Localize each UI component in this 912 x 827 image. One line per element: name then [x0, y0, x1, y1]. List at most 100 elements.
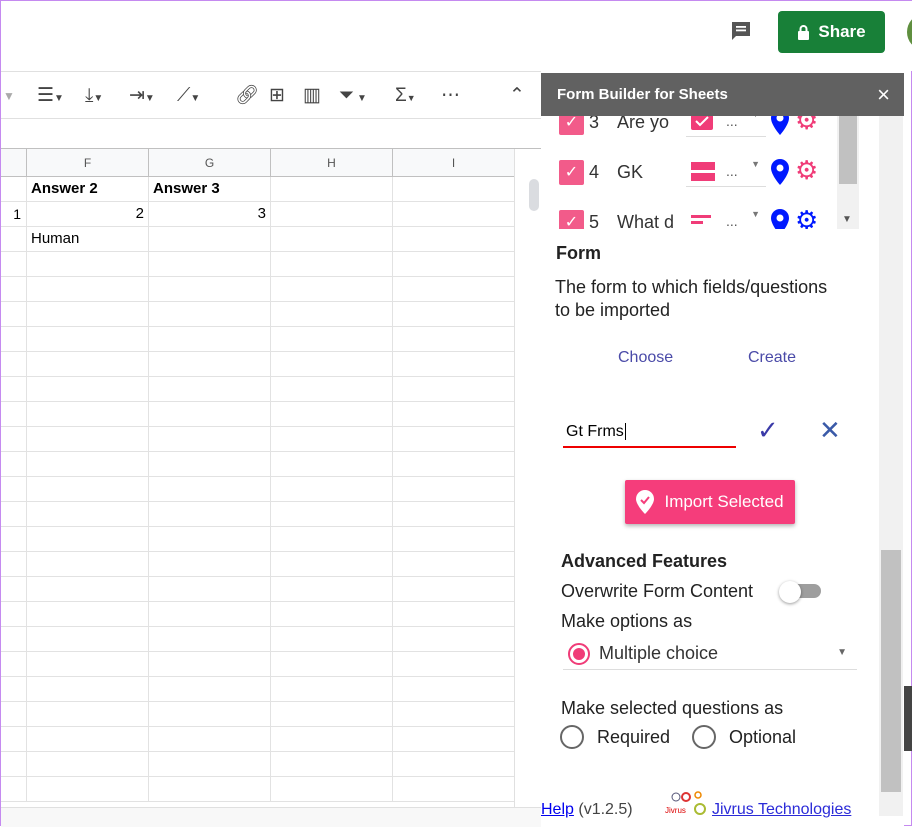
align-left-icon[interactable]: ☰▼	[37, 85, 64, 106]
table-cell[interactable]	[271, 552, 393, 577]
table-cell[interactable]	[27, 477, 149, 502]
column-header-f[interactable]: F	[27, 149, 149, 177]
table-cell[interactable]	[271, 502, 393, 527]
question-checkbox[interactable]: ✓	[559, 209, 584, 229]
dropdown-arrow-icon[interactable]: ▼	[3, 89, 15, 103]
table-cell[interactable]	[27, 552, 149, 577]
functions-icon[interactable]: Σ▼	[395, 85, 416, 106]
table-cell[interactable]	[271, 577, 393, 602]
table-cell[interactable]	[27, 652, 149, 677]
table-cell[interactable]	[271, 602, 393, 627]
row-number[interactable]	[1, 527, 27, 552]
column-header-h[interactable]: H	[271, 149, 393, 177]
table-cell[interactable]: Human	[27, 227, 149, 252]
text-rotate-icon[interactable]: ⟋▼	[177, 85, 201, 106]
table-cell[interactable]	[271, 302, 393, 327]
table-cell[interactable]	[149, 627, 271, 652]
table-cell[interactable]	[393, 602, 514, 627]
table-cell[interactable]	[149, 502, 271, 527]
table-cell[interactable]	[27, 677, 149, 702]
column-header-i[interactable]: I	[393, 149, 514, 177]
table-cell[interactable]	[27, 602, 149, 627]
table-cell[interactable]	[393, 627, 514, 652]
table-cell[interactable]	[27, 752, 149, 777]
table-cell[interactable]	[271, 352, 393, 377]
row-number[interactable]	[1, 752, 27, 777]
table-cell[interactable]	[27, 302, 149, 327]
table-cell[interactable]	[149, 227, 271, 252]
table-cell[interactable]	[149, 377, 271, 402]
table-cell[interactable]	[393, 202, 514, 227]
table-cell[interactable]	[271, 477, 393, 502]
table-cell[interactable]	[271, 727, 393, 752]
table-cell[interactable]	[271, 252, 393, 277]
question-checkbox[interactable]: ✓	[559, 116, 584, 135]
settings-gear-icon[interactable]: ⚙	[795, 116, 819, 135]
table-cell[interactable]	[149, 752, 271, 777]
table-cell[interactable]	[393, 402, 514, 427]
row-number[interactable]	[1, 602, 27, 627]
table-cell[interactable]	[393, 577, 514, 602]
table-cell[interactable]	[27, 502, 149, 527]
table-cell[interactable]	[27, 577, 149, 602]
table-cell[interactable]	[393, 527, 514, 552]
sheet-horizontal-scrollbar[interactable]	[1, 807, 541, 827]
panel-scrollbar[interactable]	[879, 116, 903, 816]
table-cell[interactable]	[27, 377, 149, 402]
question-list-thumb[interactable]	[839, 116, 857, 184]
sheet-vertical-scrollbar[interactable]	[514, 149, 541, 809]
table-cell[interactable]	[271, 177, 393, 202]
row-number[interactable]	[1, 702, 27, 727]
text-wrap-icon[interactable]: ⇥▼	[129, 85, 155, 106]
required-radio[interactable]	[560, 725, 584, 749]
column-header-g[interactable]: G	[149, 149, 271, 177]
more-icon[interactable]: ⋯	[441, 85, 460, 106]
table-cell[interactable]	[271, 377, 393, 402]
table-cell[interactable]	[149, 352, 271, 377]
table-cell[interactable]	[393, 502, 514, 527]
table-cell[interactable]	[393, 227, 514, 252]
row-number[interactable]	[1, 302, 27, 327]
panel-scrollbar-thumb[interactable]	[881, 550, 901, 792]
table-cell[interactable]	[27, 527, 149, 552]
table-cell[interactable]	[149, 652, 271, 677]
choose-button[interactable]: Choose	[618, 349, 674, 366]
table-cell[interactable]	[271, 702, 393, 727]
question-checkbox[interactable]: ✓	[559, 159, 584, 185]
table-cell[interactable]	[27, 702, 149, 727]
table-cell[interactable]	[149, 677, 271, 702]
row-number[interactable]	[1, 277, 27, 302]
row-number[interactable]	[1, 502, 27, 527]
insert-comment-icon[interactable]: ⊞	[269, 85, 285, 106]
table-cell[interactable]	[271, 452, 393, 477]
table-cell[interactable]	[149, 577, 271, 602]
close-icon[interactable]: ×	[877, 82, 890, 107]
table-cell[interactable]	[393, 352, 514, 377]
row-number[interactable]	[1, 652, 27, 677]
table-cell[interactable]	[393, 177, 514, 202]
row-number[interactable]	[1, 252, 27, 277]
link-icon[interactable]: 🔗︎	[235, 85, 260, 106]
row-number[interactable]	[1, 677, 27, 702]
scrollbar-thumb[interactable]	[529, 179, 539, 211]
table-cell[interactable]	[393, 727, 514, 752]
table-cell[interactable]	[27, 452, 149, 477]
valign-bottom-icon[interactable]: ⤓▼	[85, 85, 104, 106]
table-cell[interactable]	[149, 277, 271, 302]
form-name-input[interactable]: Gt Frms	[563, 419, 736, 448]
table-cell[interactable]	[271, 227, 393, 252]
table-cell[interactable]	[271, 752, 393, 777]
table-cell[interactable]	[393, 252, 514, 277]
row-number[interactable]	[1, 627, 27, 652]
table-cell[interactable]	[393, 327, 514, 352]
import-selected-button[interactable]: Import Selected	[625, 480, 795, 524]
filter-icon[interactable]: ⏷ ▼	[339, 85, 367, 106]
table-cell[interactable]: Answer 2	[27, 177, 149, 202]
options-select[interactable]: Multiple choice ▼	[563, 637, 857, 670]
table-cell[interactable]	[271, 777, 393, 802]
question-list-scrollbar[interactable]: ▼	[837, 116, 859, 229]
table-cell[interactable]	[149, 602, 271, 627]
row-number[interactable]	[1, 477, 27, 502]
question-type-select[interactable]: ...▼	[686, 116, 766, 137]
table-cell[interactable]	[149, 777, 271, 802]
